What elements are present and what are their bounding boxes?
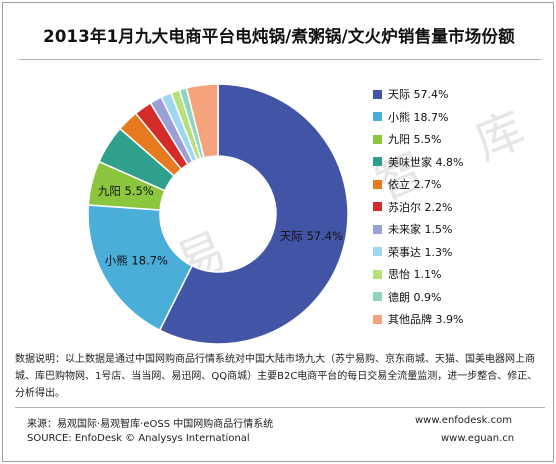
chart-title: 2013年1月九大电商平台电炖锅/煮粥锅/文火炉销售量市场份额 xyxy=(43,27,515,46)
legend-label: 美味世家 4.8% xyxy=(388,155,464,169)
legend-label: 天际 57.4% xyxy=(388,88,449,101)
url-enfodesk[interactable]: www.enfodesk.com xyxy=(415,415,512,426)
legend-label: 小熊 18.7% xyxy=(388,110,449,124)
source-cn: 来源：易观国际·易观智库·eOSS 中国网购商品行情系统 xyxy=(27,419,274,430)
legend-swatch xyxy=(373,202,382,211)
data-label-天际: 天际 57.4% xyxy=(280,229,343,243)
legend-swatch xyxy=(373,269,382,279)
legend-label: 九阳 5.5% xyxy=(388,133,442,146)
legend-item-天际: 天际 57.4% xyxy=(373,87,448,101)
donut-chart: 天际 57.4% 小熊 18.7% 九阳 5.5% xyxy=(87,83,349,345)
legend-swatch xyxy=(373,314,382,324)
legend-label: 德朗 0.9% xyxy=(388,290,442,304)
data-note: 数据说明：以上数据是通过中国网购商品行情系统对中国大陆市场九大（苏宁易购、京东商… xyxy=(15,354,538,399)
legend-label: 依立 2.7% xyxy=(388,178,442,191)
legend-item-德朗: 德朗 0.9% xyxy=(373,290,441,304)
legend-item-依立: 依立 2.7% xyxy=(373,177,441,191)
data-label-九阳: 九阳 5.5% xyxy=(98,184,154,198)
legend-item-美味世家: 美味世家 4.8% xyxy=(373,155,463,169)
slice-其他品牌 xyxy=(185,83,219,159)
legend-swatch xyxy=(373,224,382,234)
legend-label: 荣事达 1.3% xyxy=(388,245,453,259)
source-en: SOURCE: EnfoDesk © Analysys Internationa… xyxy=(27,433,250,444)
legend-item-思怡: 思怡 1.1% xyxy=(373,267,441,281)
legend-swatch xyxy=(373,112,382,121)
legend-swatch xyxy=(373,134,382,144)
legend-item-苏泊尔: 苏泊尔 2.2% xyxy=(373,200,452,214)
title-divider xyxy=(19,59,541,60)
legend-item-未来家: 未来家 1.5% xyxy=(373,222,452,236)
legend-swatch xyxy=(373,247,382,256)
slice-小熊 xyxy=(87,204,194,332)
legend-swatch xyxy=(373,157,382,166)
slice-天际 xyxy=(158,83,349,345)
legend-swatch xyxy=(373,292,382,301)
legend-item-九阳: 九阳 5.5% xyxy=(373,132,441,146)
legend-label: 其他品牌 3.9% xyxy=(388,313,464,326)
legend-item-荣事达: 荣事达 1.3% xyxy=(373,245,452,259)
legend-label: 苏泊尔 2.2% xyxy=(388,200,453,214)
data-label-小熊: 小熊 18.7% xyxy=(105,254,168,268)
legend-item-其他品牌: 其他品牌 3.9% xyxy=(373,312,463,326)
footer-divider xyxy=(15,407,545,408)
legend-swatch xyxy=(373,179,382,189)
url-eguan[interactable]: www.eguan.cn xyxy=(441,433,515,444)
legend-label: 未来家 1.5% xyxy=(388,223,453,236)
legend-item-小熊: 小熊 18.7% xyxy=(373,110,448,124)
legend-label: 思怡 1.1% xyxy=(388,268,442,281)
legend-swatch xyxy=(373,89,382,99)
